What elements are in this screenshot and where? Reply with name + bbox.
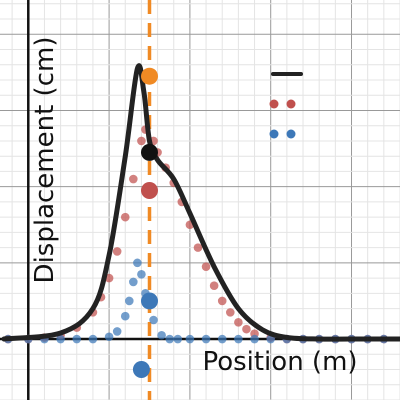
series-0-line bbox=[1, 63, 400, 342]
series-1-point bbox=[226, 308, 235, 317]
series-2-point bbox=[250, 334, 259, 344]
highlight-point-4 bbox=[132, 361, 150, 379]
series-1-point bbox=[242, 324, 251, 334]
series-2-point bbox=[149, 315, 158, 325]
series-1-point bbox=[129, 174, 138, 184]
series-1-point bbox=[209, 281, 219, 291]
highlight-point-3 bbox=[140, 292, 158, 310]
series-2-point bbox=[124, 296, 134, 306]
series-2-point bbox=[56, 334, 65, 344]
series-1-point bbox=[137, 136, 146, 146]
series-1-point bbox=[193, 243, 203, 252]
series-2-point bbox=[217, 334, 227, 344]
legend-dot-marker bbox=[269, 129, 279, 139]
legend bbox=[269, 72, 303, 139]
series-2-point bbox=[104, 332, 114, 342]
highlight-point-1 bbox=[140, 143, 158, 161]
x-axis-label: Position (m) bbox=[202, 347, 357, 377]
series-layer bbox=[1, 63, 400, 344]
series-1-point bbox=[112, 247, 122, 256]
legend-dot-marker bbox=[269, 99, 279, 109]
series-1-point bbox=[120, 212, 130, 222]
legend-dot-marker bbox=[286, 129, 296, 139]
series-2-point bbox=[112, 327, 122, 336]
highlight-points-layer bbox=[132, 67, 158, 379]
series-2-point bbox=[234, 334, 243, 344]
series-2-point bbox=[120, 311, 130, 321]
series-2-point bbox=[88, 334, 98, 344]
series-2-point bbox=[165, 334, 174, 344]
series-1-point bbox=[217, 296, 227, 306]
series-2-point bbox=[72, 334, 82, 344]
series-2-point bbox=[157, 330, 166, 340]
series-2-point bbox=[173, 334, 183, 344]
series-2-point bbox=[129, 277, 138, 287]
highlight-point-0 bbox=[140, 67, 158, 85]
series-2-point bbox=[137, 269, 146, 279]
series-2-point bbox=[201, 334, 211, 344]
legend-dot-marker bbox=[286, 99, 296, 109]
series-2-point bbox=[133, 258, 142, 268]
y-axis-label: Displacement (cm) bbox=[30, 37, 60, 284]
highlight-point-2 bbox=[140, 181, 158, 199]
series-1-point bbox=[201, 262, 211, 271]
series-1-point bbox=[234, 317, 243, 327]
series-2-point bbox=[185, 334, 195, 344]
